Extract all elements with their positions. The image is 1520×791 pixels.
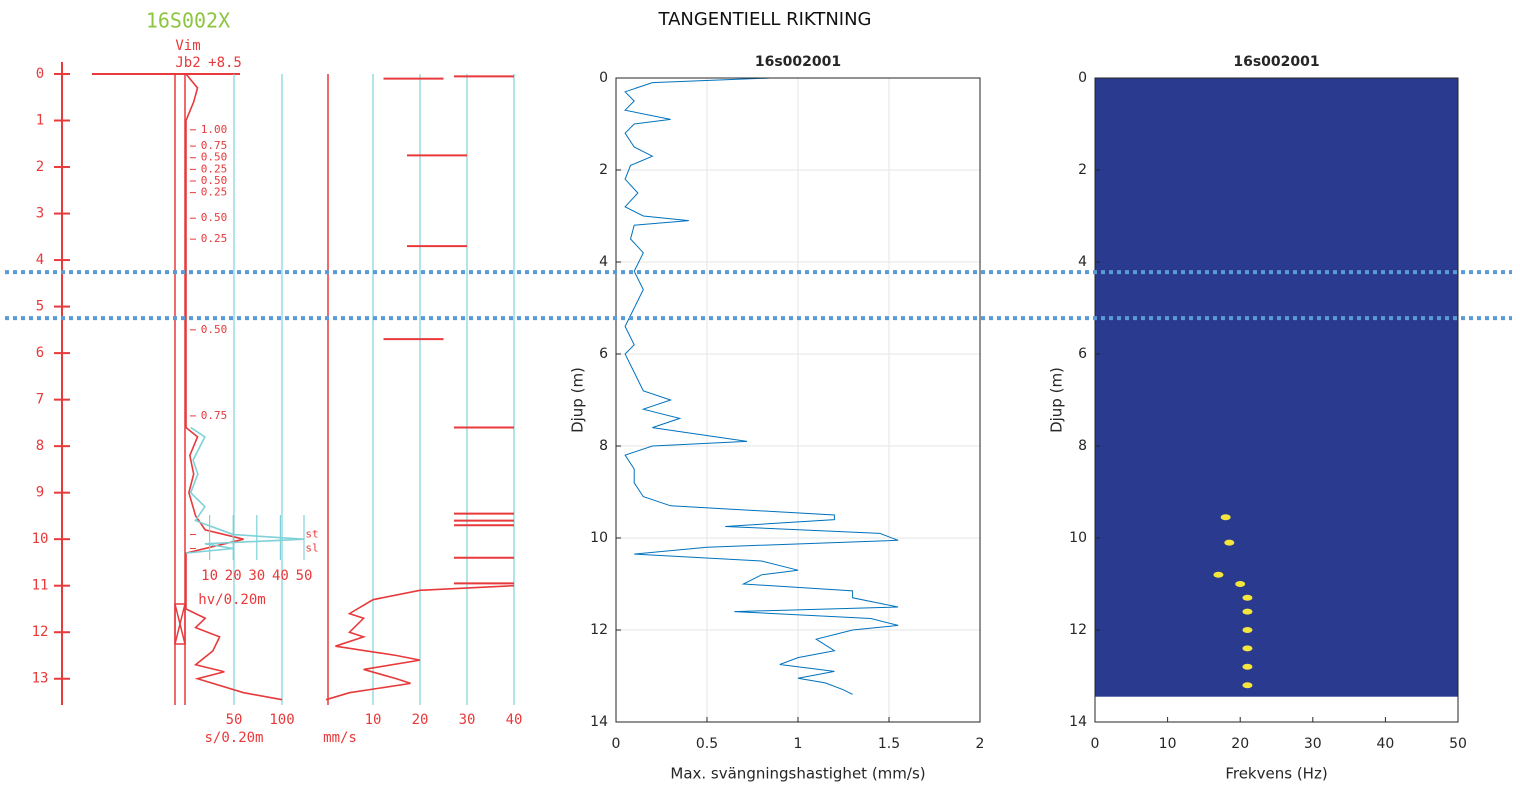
y-tick-label: 10 [590, 530, 608, 546]
side-label: 0.50 [201, 174, 228, 187]
curve [185, 73, 283, 701]
y-tick-label: 2 [36, 159, 44, 175]
y-tick-label: 6 [599, 346, 608, 362]
peak [1242, 627, 1253, 633]
side-label: 1.00 [201, 123, 228, 136]
side-label: 0.50 [201, 151, 228, 164]
y-tick-label: 12 [590, 622, 608, 638]
sounding-column [92, 73, 329, 705]
x-tick-label: 20 [412, 712, 429, 728]
log-label: Vim [175, 38, 200, 54]
peak [1224, 539, 1235, 546]
peak [1242, 608, 1253, 615]
y-axis-label: Djup (m) [1048, 367, 1066, 433]
y-tick-label: 8 [599, 438, 608, 454]
curve [185, 426, 305, 554]
y-tick-label: 0 [1078, 70, 1087, 86]
side-label: 0.50 [201, 211, 228, 224]
x-axis-label: Frekvens (Hz) [1225, 765, 1327, 783]
chart-title: 16S002X [146, 9, 230, 33]
log-label: +8.5 [208, 55, 242, 71]
y-tick-label: 9 [36, 485, 44, 501]
y-tick-label: 4 [599, 254, 608, 270]
y-tick-label: 10 [1069, 530, 1087, 546]
x-tick-label: 50 [1449, 736, 1467, 752]
side-label: 0.25 [201, 162, 228, 175]
x-tick-label: 50 [296, 568, 313, 584]
y-tick-label: 1 [36, 113, 44, 129]
x-axis-label: s/0.20m [204, 730, 263, 746]
side-label: 0.25 [201, 186, 228, 199]
log-label: Jb2 [175, 55, 200, 71]
axes-box [615, 77, 981, 723]
y-tick-label: 0 [599, 70, 608, 86]
side-label: st [305, 528, 318, 541]
peak [1220, 514, 1231, 521]
x-tick-label: 0 [612, 736, 621, 752]
axes-box [1094, 77, 1459, 723]
y-tick-label: 5 [36, 299, 44, 315]
peak [1242, 663, 1253, 670]
x-tick-label: 2 [976, 736, 985, 752]
x-tick-label: 50 [226, 712, 243, 728]
x-tick-label: 30 [1304, 736, 1322, 752]
x-tick-label: 0.5 [696, 736, 718, 752]
y-tick-label: 7 [36, 392, 44, 408]
y-tick-label: 6 [36, 345, 44, 361]
y-tick-label: 10 [32, 531, 49, 547]
x-axis-label: mm/s [323, 730, 357, 746]
y-tick-label: 12 [32, 624, 49, 640]
peak [1213, 571, 1224, 578]
y-tick-label: 8 [1078, 438, 1087, 454]
y-tick-label: 0 [36, 66, 44, 82]
chart-title: 16s002001 [1233, 54, 1319, 70]
x-tick-label: 40 [272, 568, 289, 584]
y-tick-label: 4 [1078, 254, 1087, 270]
x-tick-label: 40 [1376, 736, 1394, 752]
y-tick-label: 2 [599, 162, 608, 178]
y-tick-label: 2 [1078, 162, 1087, 178]
y-tick-label: 12 [1069, 622, 1087, 638]
side-label: 0.25 [201, 232, 228, 245]
peak [1235, 581, 1246, 587]
curve [325, 584, 515, 701]
heatmap [1095, 78, 1458, 697]
y-axis-label: Djup (m) [569, 367, 587, 433]
peak [1242, 594, 1253, 601]
y-tick-label: 4 [36, 252, 44, 268]
x-tick-label: 40 [506, 712, 523, 728]
y-tick-label: 6 [1078, 346, 1087, 362]
x-tick-label: 20 [225, 568, 242, 584]
y-tick-label: 14 [1069, 714, 1087, 730]
x-tick-label: 10 [365, 712, 382, 728]
line [624, 77, 899, 695]
x-tick-label: 30 [248, 568, 265, 584]
y-tick-label: 8 [36, 438, 44, 454]
peak [1242, 645, 1253, 652]
side-label: sl [305, 541, 318, 554]
side-label: 0.50 [201, 323, 228, 336]
x-tick-label: 20 [1231, 736, 1249, 752]
x-tick-label: 10 [1159, 736, 1177, 752]
x-tick-label: 10 [201, 568, 218, 584]
side-label: 0.75 [201, 409, 228, 422]
y-tick-label: 11 [32, 578, 49, 594]
x-tick-label: 1 [794, 736, 803, 752]
peak [1242, 682, 1253, 689]
y-tick-label: 13 [32, 671, 49, 687]
x-tick-label: 30 [459, 712, 476, 728]
x-tick-label: 100 [269, 712, 294, 728]
y-tick-label: 14 [590, 714, 608, 730]
x-tick-label: 0 [1091, 736, 1100, 752]
y-tick-label: 3 [36, 206, 44, 222]
figure-title: TANGENTIELL RIKTNING [657, 9, 871, 30]
x-axis-label: hv/0.20m [198, 592, 265, 608]
chart-title: 16s002001 [755, 54, 841, 70]
x-tick-label: 1.5 [878, 736, 900, 752]
side-label: 0.75 [201, 139, 228, 152]
x-axis-label: Max. svängningshastighet (mm/s) [670, 765, 925, 783]
